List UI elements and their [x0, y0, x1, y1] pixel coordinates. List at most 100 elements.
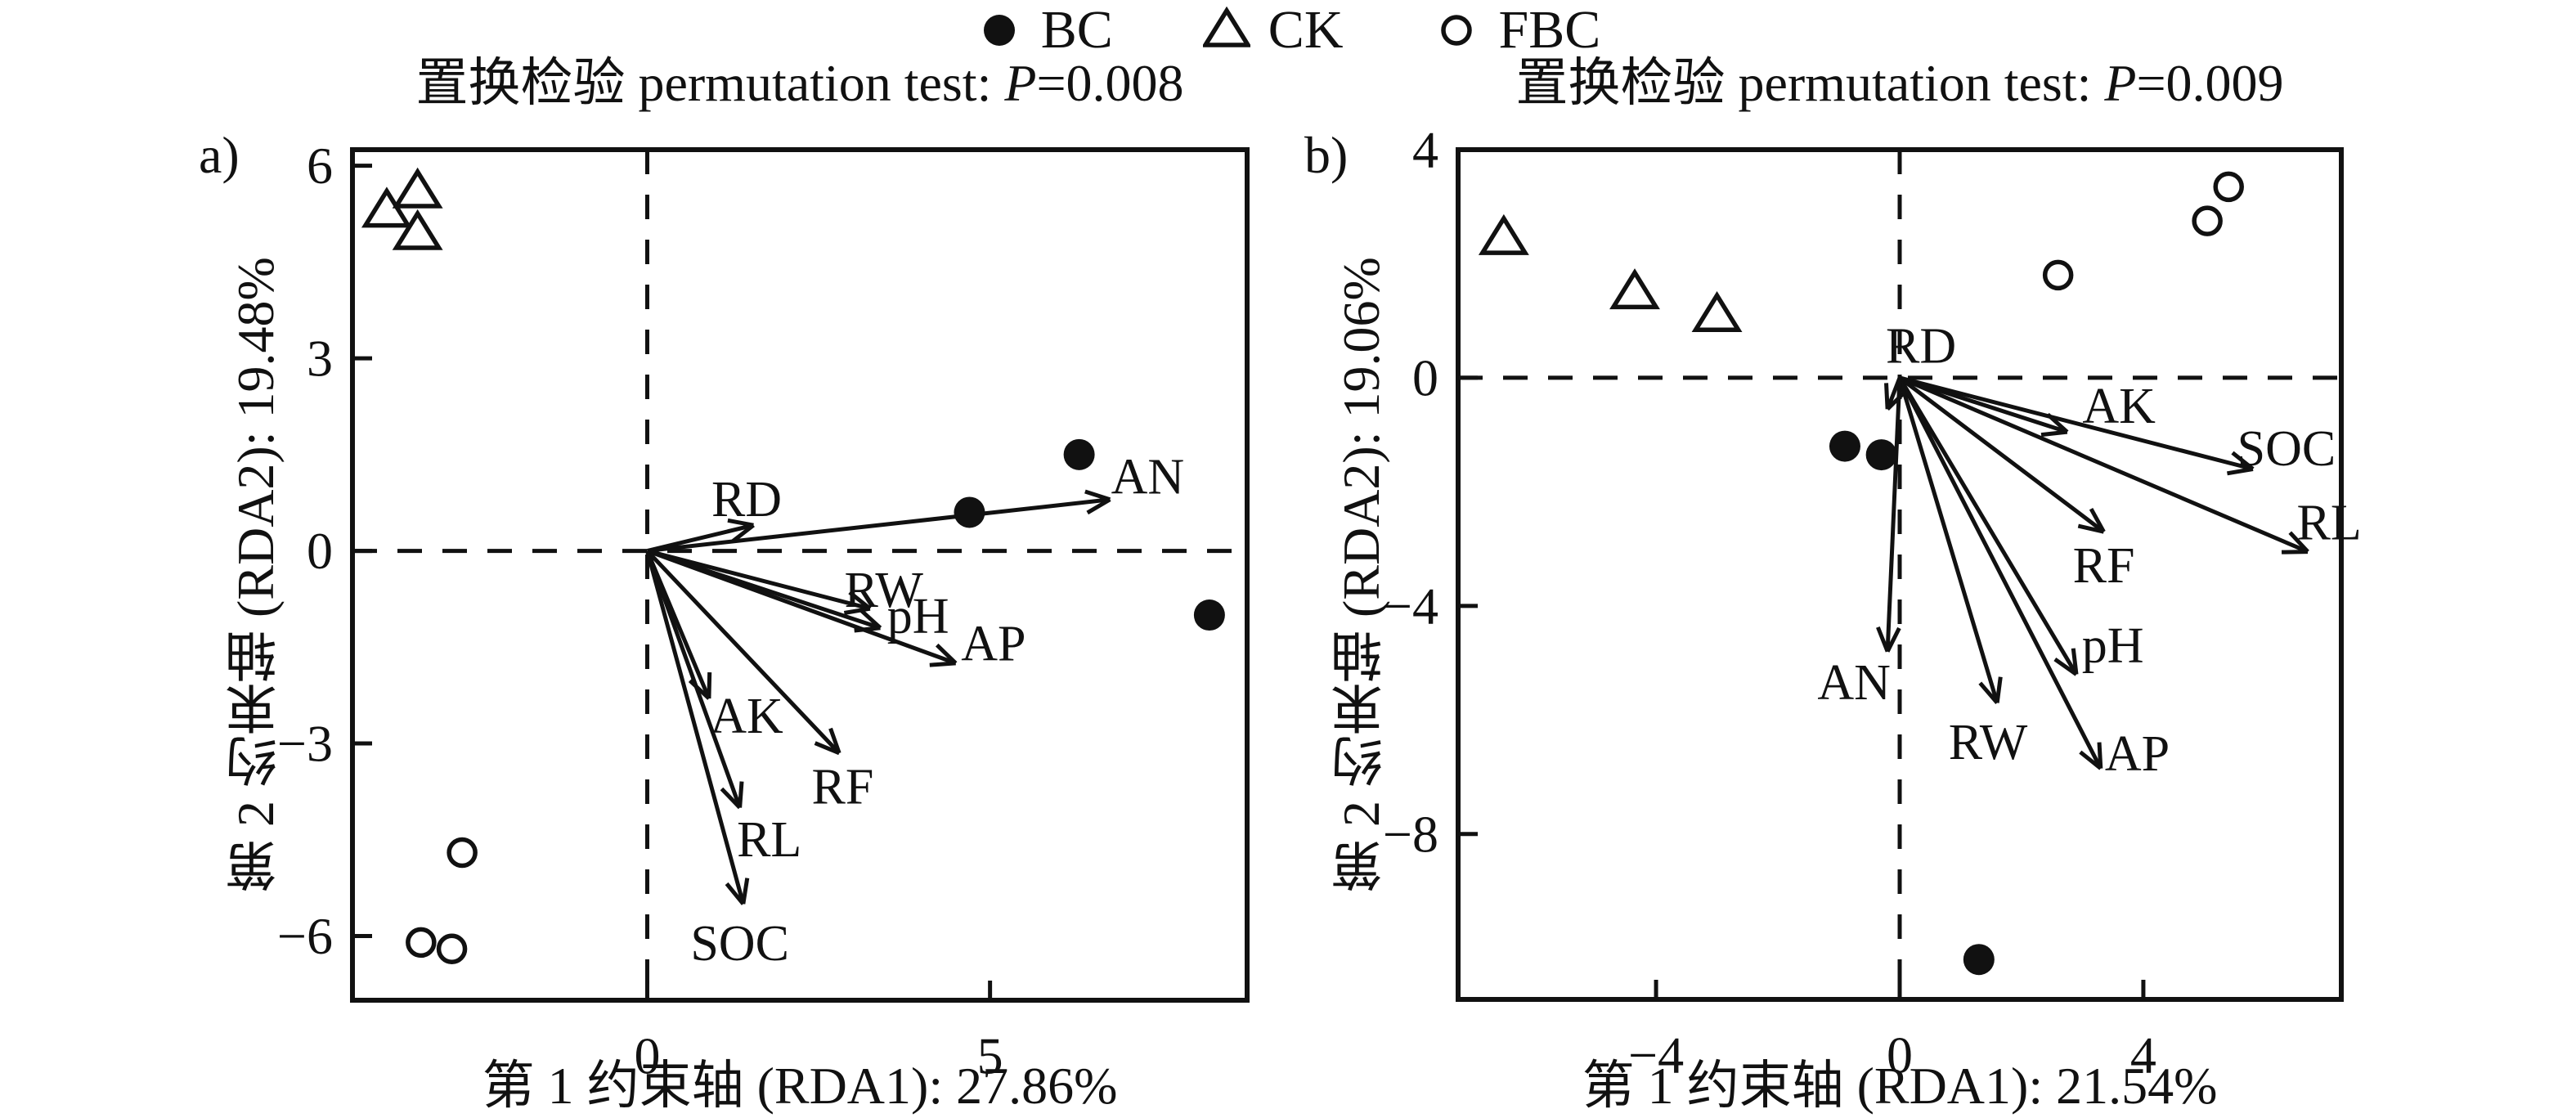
panel-b: 4 0 −4 −8 −4 0 4 RD AK SOC RL RF pH AP RW AN — [1383, 121, 2362, 1084]
arrow-label-AK: AK — [710, 689, 783, 744]
arrowhead — [727, 518, 754, 528]
arrow-pH — [1897, 376, 2079, 676]
arrow-RF — [645, 549, 841, 756]
arrow-RL — [645, 550, 744, 810]
legend-item-fbc: FBC — [1433, 3, 1600, 57]
arrowhead — [2231, 451, 2255, 471]
title-text: 置换检验 permutation test: — [1515, 54, 2105, 112]
arrowhead — [720, 787, 742, 810]
open-circle-icon — [1441, 15, 1473, 46]
title-p-italic: P — [1004, 54, 1037, 112]
series-FBC — [2042, 171, 2244, 291]
x-tick-label: −4 — [1628, 1026, 1684, 1084]
arrowhead — [2077, 523, 2105, 534]
arrowhead — [843, 606, 871, 615]
arrowhead — [2089, 507, 2106, 533]
title-p-italic: P — [2104, 54, 2137, 112]
arrow-RL — [1899, 375, 2309, 555]
panel-a-title: 置换检验 permutation test: P=0.008 — [352, 57, 1247, 110]
arrowhead — [935, 643, 958, 665]
legend-item-ck: CK — [1202, 0, 1344, 60]
arrow-AN — [1876, 377, 1902, 653]
arrow-label-pH: pH — [887, 589, 949, 644]
panel-a-xlabel: 第 1 约束轴 (RDA1): 27.86% — [482, 1057, 1118, 1115]
y-tick-label: 0 — [307, 522, 333, 580]
arrowhead — [1885, 626, 1901, 653]
arrowhead — [731, 523, 755, 543]
legend-label: BC — [1040, 0, 1113, 60]
arrow-label-AK: AK — [2082, 379, 2156, 434]
arrow-AP — [646, 549, 958, 667]
arrow-RF — [1898, 375, 2106, 534]
arrowhead — [1884, 383, 1890, 410]
y-tick-label: −3 — [277, 715, 333, 773]
y-tick-label: 3 — [307, 330, 333, 388]
series-BC — [954, 438, 1225, 631]
y-tick-label: 6 — [307, 137, 333, 195]
y-tick-label: −4 — [1383, 577, 1438, 635]
arrowhead — [725, 882, 745, 905]
arrowhead — [1978, 681, 1999, 705]
arrow-label-AN: AN — [1111, 449, 1185, 505]
arrowhead — [929, 661, 956, 667]
legend-label: CK — [1268, 0, 1344, 60]
y-tick-label: 0 — [1412, 348, 1438, 406]
arrowhead — [828, 727, 841, 754]
arrow-AP — [1897, 376, 2103, 770]
plot-frame — [350, 147, 1250, 1003]
arrow-label-SOC: SOC — [690, 916, 789, 972]
x-tick-label: 5 — [977, 1027, 1003, 1085]
arrowhead — [2227, 467, 2254, 476]
panel-b-xlabel: 第 1 约束轴 (RDA1): 21.54% — [1582, 1057, 2218, 1115]
panel-b-letter: b) — [1304, 126, 1349, 184]
arrowhead — [2040, 429, 2068, 438]
arrowhead — [1876, 626, 1890, 653]
y-tick-label: 4 — [1412, 121, 1438, 179]
arrow-AN — [647, 489, 1111, 554]
y-tick-label: −8 — [1383, 805, 1438, 863]
title-p-value: =0.008 — [1036, 54, 1184, 112]
arrow-label-RF: RF — [811, 759, 873, 815]
arrow-label-RW: RW — [844, 563, 923, 618]
arrow-label-SOC: SOC — [2237, 421, 2336, 477]
arrow-label-RL: RL — [2296, 496, 2361, 551]
arrowhead — [814, 741, 841, 756]
title-text: 置换检验 permutation test: — [415, 54, 1005, 112]
series-CK — [1478, 213, 1743, 332]
arrowhead — [1086, 497, 1111, 515]
arrowhead — [2079, 750, 2103, 770]
arrowhead — [2071, 648, 2079, 675]
arrow-label-RF: RF — [2073, 538, 2135, 594]
arrow-label-RD: RD — [1886, 319, 1956, 375]
panel-b-title: 置换检验 permutation test: P=0.009 — [1458, 57, 2341, 110]
x-tick-label: 4 — [2130, 1026, 2156, 1084]
legend: BC CK FBC — [0, 3, 2576, 57]
arrowhead — [2097, 742, 2103, 769]
legend-label: FBC — [1498, 0, 1601, 60]
series-FBC — [406, 837, 478, 964]
arrow-SOC — [1899, 375, 2255, 476]
y-tick-label: −6 — [277, 907, 333, 965]
arrowhead — [1995, 676, 2003, 703]
arrow-RW — [646, 549, 872, 615]
filled-circle-icon — [983, 15, 1015, 46]
arrowhead — [1084, 489, 1111, 502]
arrowhead — [2281, 550, 2309, 555]
arrow-label-AN: AN — [1817, 655, 1891, 711]
open-triangle-icon — [1202, 7, 1250, 47]
arrow-label-pH: pH — [2082, 618, 2144, 674]
arrowhead — [2053, 658, 2078, 676]
arrowhead — [848, 590, 872, 611]
x-tick-label: 0 — [1887, 1026, 1913, 1084]
arrow-label-RD: RD — [711, 472, 782, 528]
arrow-label-AP: AP — [961, 616, 1025, 671]
x-tick-label: 0 — [634, 1027, 660, 1085]
arrowhead — [738, 781, 744, 808]
panel-a-letter: a) — [199, 126, 240, 184]
arrow-RW — [1897, 377, 2003, 705]
arrowhead — [2288, 531, 2309, 554]
arrow-label-RL: RL — [737, 812, 801, 868]
arrow-label-AP: AP — [2105, 726, 2170, 782]
